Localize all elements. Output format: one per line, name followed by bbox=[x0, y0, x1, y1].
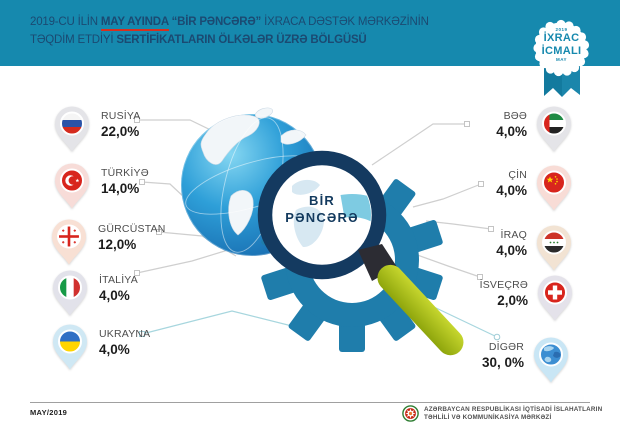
list-item-bee: BƏƏ 4,0% bbox=[431, 105, 574, 153]
map-pin bbox=[52, 219, 86, 265]
title2-seg-pre: TƏQDİM ETDİYİ bbox=[30, 34, 117, 46]
map-pin bbox=[534, 337, 568, 383]
badge-word-1: İXRAC bbox=[543, 32, 580, 44]
footer-date: MAY/2019 bbox=[30, 408, 68, 417]
badge-year: 2019 bbox=[555, 27, 568, 32]
lens-line-2: PƏNCƏRƏ bbox=[285, 210, 359, 225]
lens-caption: BİR PƏNCƏRƏ bbox=[262, 192, 382, 226]
georgia-flag-icon bbox=[58, 226, 80, 247]
uae-flag-icon bbox=[543, 113, 565, 134]
russia-flag-icon bbox=[61, 113, 83, 134]
title-line-1: 2019-CU İLİN MAY AYINDA “BİR PƏNCƏRƏ” İX… bbox=[30, 13, 429, 31]
country-name: TÜRKİYƏ bbox=[101, 167, 149, 179]
country-name: İSVEÇRƏ bbox=[479, 279, 528, 291]
china-flag-icon bbox=[543, 172, 565, 193]
badge-month: MAY bbox=[555, 57, 568, 62]
country-name: RUSİYA bbox=[101, 110, 141, 122]
map-pin bbox=[537, 225, 571, 271]
country-value: 30, 0% bbox=[481, 355, 524, 370]
country-name: DİGƏR bbox=[488, 341, 524, 353]
title2-seg-bold: SERTİFİKATLARIN ÖLKƏLƏR ÜZRƏ BÖLGÜSÜ bbox=[116, 34, 367, 46]
badge-label: 2019 İXRAC İCMALI MAY bbox=[533, 27, 590, 62]
map-pin bbox=[537, 165, 571, 211]
country-value: 4,0% bbox=[99, 288, 130, 303]
list-item-italiya: İTALİYA 4,0% bbox=[50, 269, 138, 317]
country-name: İTALİYA bbox=[99, 274, 138, 286]
country-name: GÜRCÜSTAN bbox=[98, 223, 166, 235]
list-item-iraq: İRAQ 4,0% bbox=[431, 224, 574, 272]
ukraine-flag-icon bbox=[59, 331, 81, 352]
turkey-flag-icon bbox=[61, 170, 83, 191]
iraq-flag-icon bbox=[543, 232, 565, 253]
lens-line-1: BİR bbox=[309, 193, 335, 208]
country-value: 4,0% bbox=[496, 243, 527, 258]
list-item-turkiye: TÜRKİYƏ 14,0% bbox=[52, 162, 149, 210]
title-line-2: TƏQDİM ETDİYİ SERTİFİKATLARIN ÖLKƏLƏR ÜZ… bbox=[30, 31, 429, 49]
country-name: UKRAYNA bbox=[99, 328, 151, 340]
title-seg-quoted: “BİR PƏNCƏRƏ” bbox=[168, 16, 265, 28]
title-seg-post: İXRACA DƏSTƏK MƏRKƏZİNİN bbox=[264, 16, 429, 28]
list-item-rusiya: RUSİYA 22,0% bbox=[52, 105, 141, 153]
globe-icon bbox=[540, 344, 562, 365]
map-pin bbox=[55, 106, 89, 152]
country-value: 14,0% bbox=[101, 181, 140, 196]
title-seg-pre: 2019-CU İLİN bbox=[30, 16, 101, 28]
country-value: 2,0% bbox=[497, 293, 528, 308]
org-line-1: AZƏRBAYCAN RESPUBLİKASI İQTİSADİ İSLAHAT… bbox=[424, 405, 603, 413]
globe-graphic bbox=[181, 107, 324, 256]
footer-organization: AZƏRBAYCAN RESPUBLİKASI İQTİSADİ İSLAHAT… bbox=[402, 405, 602, 422]
azerbaijan-emblem-icon bbox=[402, 405, 419, 422]
map-pin bbox=[537, 106, 571, 152]
country-value: 4,0% bbox=[99, 342, 130, 357]
header-band: 2019-CU İLİN MAY AYINDA “BİR PƏNCƏRƏ” İX… bbox=[0, 0, 620, 66]
map-pin bbox=[53, 324, 87, 370]
list-item-ukrayna: UKRAYNA 4,0% bbox=[50, 323, 150, 371]
magnifier-ferrule bbox=[358, 244, 397, 281]
page-title: 2019-CU İLİN MAY AYINDA “BİR PƏNCƏRƏ” İX… bbox=[30, 13, 429, 49]
map-pin bbox=[53, 270, 87, 316]
footer-divider bbox=[30, 402, 590, 403]
org-line-2: TƏHLİLİ VƏ KOMMUNİKASİYA MƏRKƏZİ bbox=[424, 413, 552, 421]
title-seg-highlight: MAY AYINDA bbox=[100, 16, 169, 31]
list-item-diger: DİGƏR 30, 0% bbox=[428, 336, 571, 384]
country-name: İRAQ bbox=[500, 229, 527, 241]
switzerland-flag-icon bbox=[544, 282, 566, 303]
country-name: ÇİN bbox=[508, 169, 527, 181]
country-value: 4,0% bbox=[496, 124, 527, 139]
italy-flag-icon bbox=[59, 277, 81, 298]
map-pin bbox=[538, 275, 572, 321]
map-pin bbox=[55, 163, 89, 209]
list-item-isvecre: İSVEÇRƏ 2,0% bbox=[432, 274, 575, 322]
country-value: 12,0% bbox=[98, 237, 137, 252]
country-value: 4,0% bbox=[496, 183, 527, 198]
country-value: 22,0% bbox=[101, 124, 140, 139]
list-item-cin: ÇİN 4,0% bbox=[431, 164, 574, 212]
country-name: BƏƏ bbox=[503, 110, 527, 122]
badge-word-2: İCMALI bbox=[541, 44, 582, 57]
list-item-gurcustan: GÜRCÜSTAN 12,0% bbox=[49, 218, 166, 266]
